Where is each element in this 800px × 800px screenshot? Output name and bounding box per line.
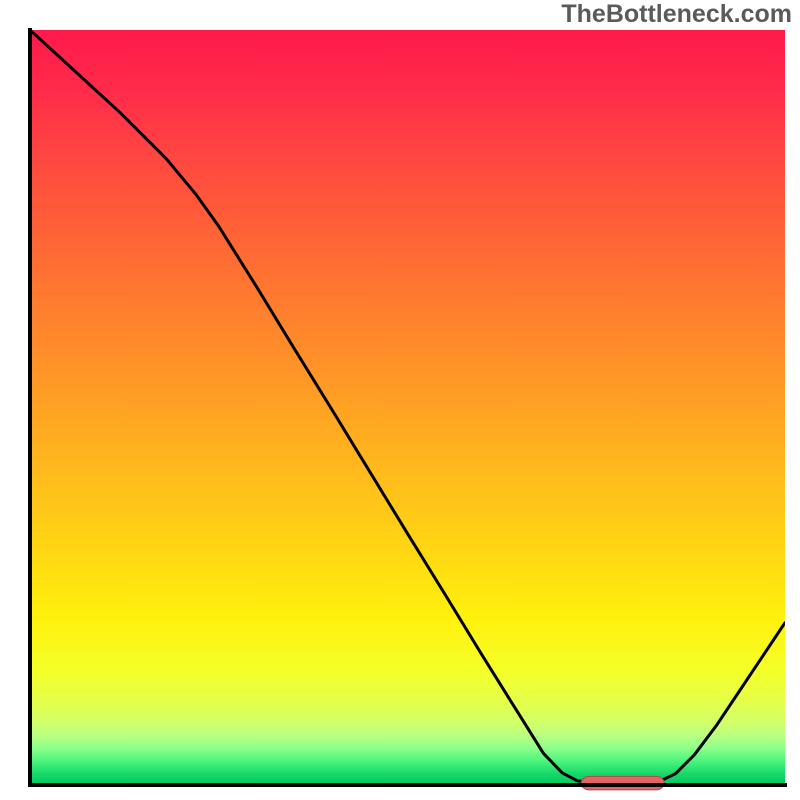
chart-container: TheBottleneck.com — [0, 0, 800, 800]
plot-area-gradient — [30, 30, 785, 785]
bottleneck-chart — [0, 0, 800, 800]
